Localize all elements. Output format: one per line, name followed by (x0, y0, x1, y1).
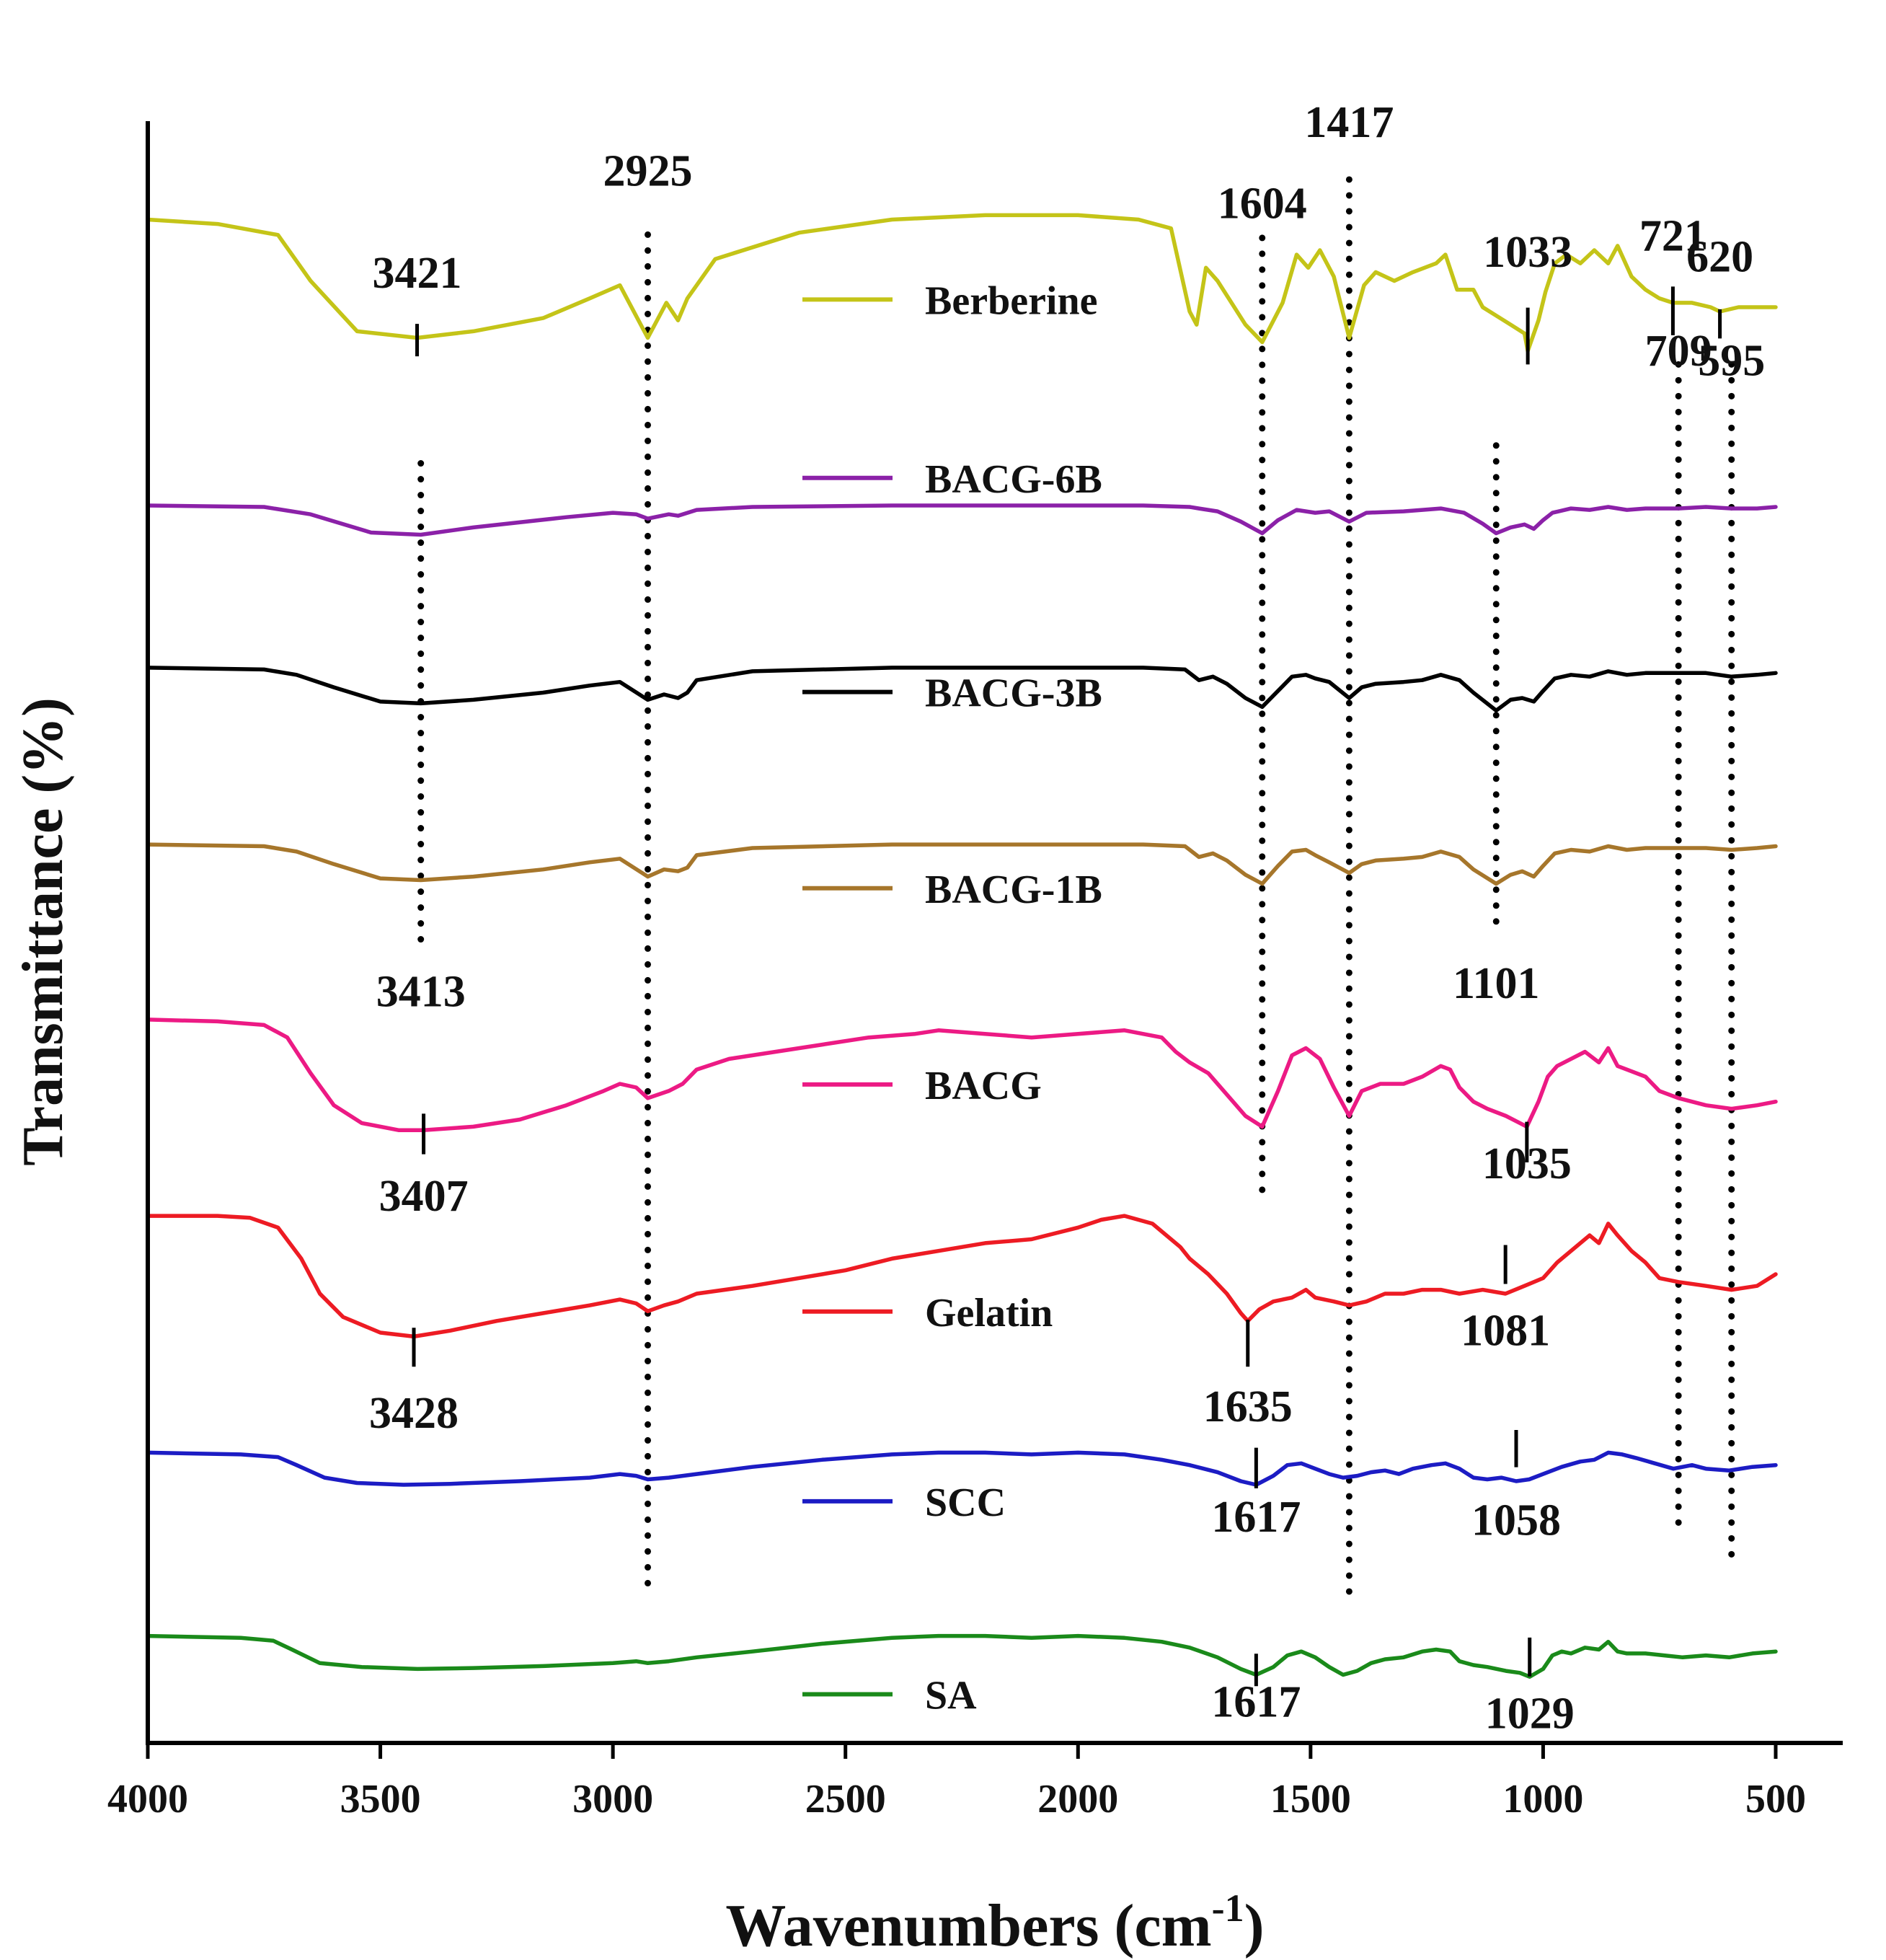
peak-label-1033: 1033 (1483, 228, 1572, 277)
series-line-scc (146, 1450, 1778, 1487)
peak-label-595: 595 (1698, 337, 1765, 386)
peak-label-1081: 1081 (1461, 1307, 1550, 1356)
peak-label-3421: 3421 (373, 249, 462, 298)
peak-label-3413: 3413 (376, 967, 466, 1016)
peak-label-3407: 3407 (379, 1172, 469, 1221)
legend-label-gelatin: Gelatin (925, 1291, 1053, 1336)
legend-label-bacg: BACG (925, 1064, 1042, 1108)
x-tick-label-3500: 3500 (340, 1777, 421, 1822)
x-tick-label-1000: 1000 (1502, 1777, 1583, 1822)
peak-label-1604: 1604 (1218, 179, 1307, 228)
peak-label-2925: 2925 (603, 146, 693, 195)
legend: Berberine BACG-6B BACG-3B BACG-1B BACG Gelati… (802, 278, 1102, 1718)
series-line-bacg-6b (146, 503, 1778, 537)
peak-label-1035: 1035 (1482, 1139, 1572, 1188)
x-axis-label: Wavenumbers (cm-1) (725, 1886, 1264, 1959)
legend-label-bacg-3b: BACG-3B (925, 671, 1102, 716)
series-line-bacg-1b (146, 842, 1778, 886)
x-tick-label-500: 500 (1745, 1777, 1806, 1822)
legend-label-bacg-6b: BACG-6B (925, 457, 1102, 502)
axes (146, 121, 1843, 1745)
peak-label-1417: 1417 (1304, 98, 1394, 147)
spectra-curves (146, 213, 1778, 1679)
series-line-bacg (146, 1017, 1778, 1133)
peak-label-1058: 1058 (1471, 1496, 1561, 1545)
x-tick-label-2500: 2500 (805, 1777, 886, 1822)
reference-lines (417, 176, 1735, 1609)
x-tick-label-1500: 1500 (1270, 1777, 1351, 1822)
series-line-berberine (146, 213, 1778, 353)
peak-label-620: 620 (1686, 233, 1753, 282)
peak-label-1617: 1617 (1211, 1678, 1301, 1727)
legend-label-bacg-1b: BACG-1B (925, 868, 1102, 912)
x-ticks: 4000 3500 3000 2500 2000 1500 1000 500 (107, 1743, 1806, 1822)
x-axis-label-close: ) (1244, 1892, 1265, 1959)
x-axis-label-text: Wavenumbers (cm (725, 1892, 1211, 1959)
x-tick-label-4000: 4000 (107, 1777, 188, 1822)
peak-label-3428: 3428 (369, 1389, 459, 1438)
series-line-sa (146, 1633, 1778, 1679)
peak-label-1101: 1101 (1453, 959, 1540, 1008)
legend-label-sa: SA (925, 1674, 977, 1718)
x-tick-label-2000: 2000 (1037, 1777, 1118, 1822)
series-line-bacg-3b (146, 666, 1778, 713)
y-axis-label: Transmittance (%) (12, 697, 75, 1166)
peak-label-1029: 1029 (1485, 1689, 1575, 1738)
peak-label-721: 721 (1639, 211, 1706, 260)
peak-label-1635: 1635 (1203, 1382, 1293, 1431)
legend-label-berberine: Berberine (925, 278, 1097, 323)
x-tick-label-3000: 3000 (572, 1777, 653, 1822)
x-axis-label-superscript: -1 (1212, 1886, 1244, 1930)
peak-label-1617: 1617 (1211, 1493, 1301, 1542)
peak-label-709: 709 (1645, 327, 1712, 376)
legend-label-scc: SCC (925, 1480, 1006, 1525)
series-line-gelatin (146, 1214, 1778, 1339)
